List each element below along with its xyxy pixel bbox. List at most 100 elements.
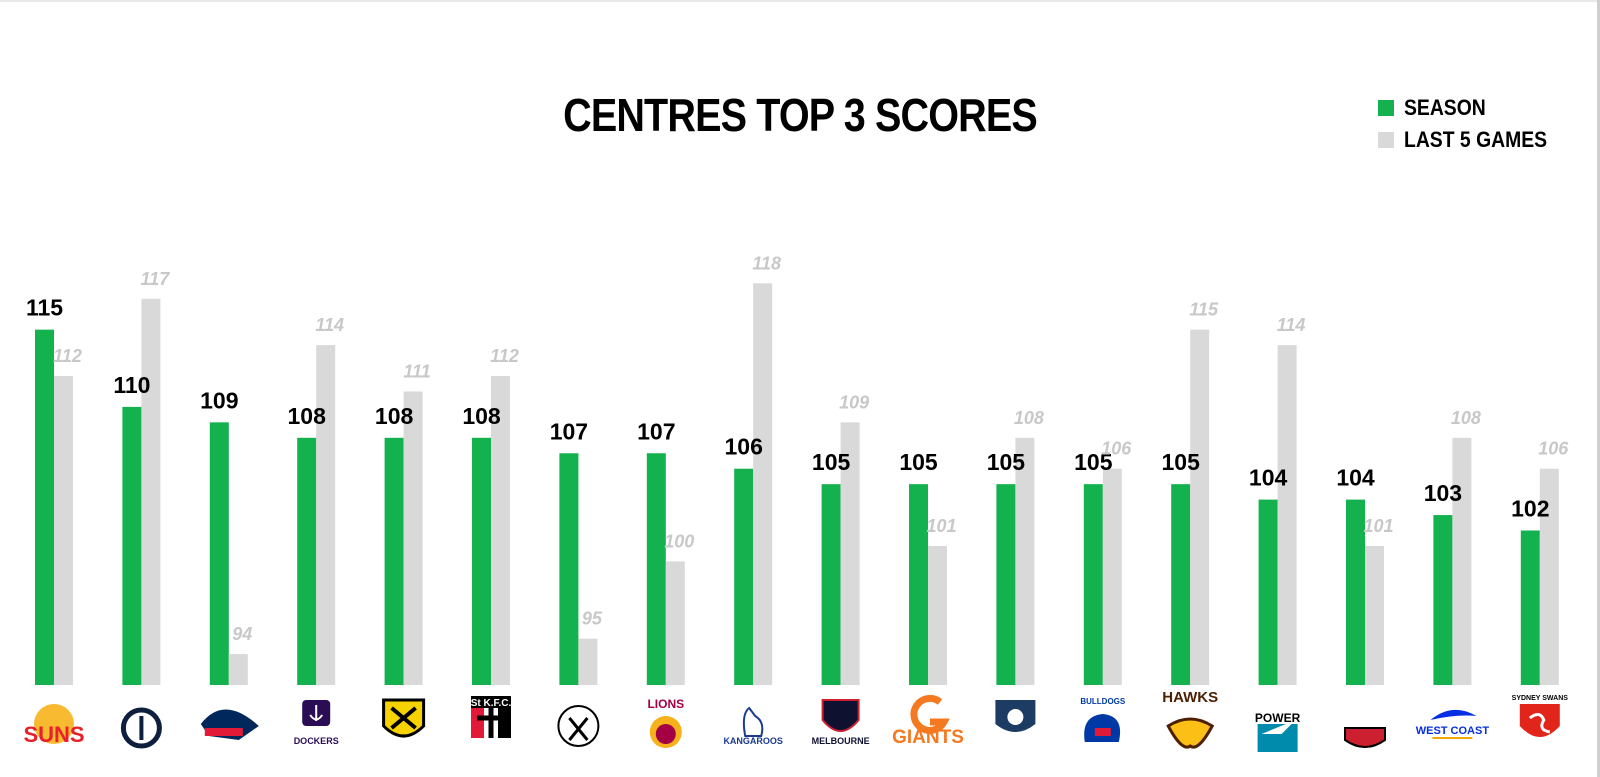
- data-label-season: 108: [375, 403, 414, 429]
- bar-last5: [1539, 468, 1559, 685]
- data-label-last5: 112: [53, 346, 82, 366]
- bar-last5: [753, 283, 773, 685]
- data-label-season: 108: [462, 403, 501, 429]
- data-label-season: 110: [113, 372, 150, 398]
- team-logo-text: SYDNEY SWANS: [1512, 695, 1569, 702]
- data-label-season: 108: [288, 403, 327, 429]
- hawks-bird-shape: [1166, 717, 1215, 749]
- bulldogs-logo: BULLDOGS: [1080, 697, 1126, 742]
- adelaide-band-shape: [204, 728, 243, 736]
- data-label-season: 102: [1511, 496, 1549, 522]
- melbourne-shield-shape: [821, 699, 860, 732]
- legend-label-last-5: LAST 5 GAMES: [1404, 127, 1548, 152]
- bar-last5: [403, 391, 423, 685]
- bar-season: [559, 453, 579, 685]
- collingwood-badge-shape: [557, 705, 600, 747]
- team-logo-text: KANGAROOS: [723, 736, 783, 746]
- data-label-season: 104: [1249, 465, 1288, 491]
- bar-season: [1520, 530, 1540, 685]
- bar-last5: [316, 345, 336, 685]
- bar-season: [821, 484, 841, 685]
- data-label-last5: 111: [403, 361, 430, 381]
- bar-season: [209, 422, 229, 685]
- bar-last5: [491, 376, 510, 685]
- bar-season: [646, 453, 666, 685]
- bar-season: [1083, 484, 1103, 685]
- bar-season: [996, 484, 1016, 685]
- bar-last5: [54, 376, 73, 685]
- bar-season: [1258, 499, 1278, 685]
- lions-face-shape: [655, 724, 676, 744]
- legend: SEASON LAST 5 GAMES: [1378, 92, 1567, 156]
- data-label-season: 107: [637, 418, 675, 444]
- suns-sun-shape: [34, 704, 74, 744]
- bar-season: [297, 437, 317, 685]
- data-label-last5: 114: [1277, 315, 1306, 335]
- swans-swan-shape: [1528, 713, 1551, 734]
- top-border: [0, 0, 1600, 2]
- legend-swatch-last-5: [1378, 132, 1394, 148]
- data-label-season: 103: [1424, 480, 1462, 506]
- hawks-logo: HAWKS: [1162, 689, 1218, 749]
- stkilda-right-shape: [498, 708, 511, 738]
- data-label-last5: 94: [232, 624, 252, 644]
- carlton-c-shape: [120, 707, 162, 749]
- data-label-last5: 106: [1101, 439, 1132, 459]
- adelaide-logo: [200, 709, 259, 740]
- essendon-shield-shape: [1344, 727, 1386, 748]
- carlton-bar-shape: [139, 716, 144, 740]
- bar-season: [35, 329, 54, 685]
- bar-season: [384, 437, 404, 685]
- legend-label-season: SEASON: [1404, 95, 1486, 120]
- power-bolt-shape: [1261, 720, 1296, 734]
- data-label-last5: 95: [582, 609, 603, 629]
- bar-last5: [141, 298, 161, 685]
- data-label-last5: 109: [839, 392, 869, 412]
- bar-last5: [1015, 437, 1035, 685]
- bar-season: [909, 484, 928, 685]
- team-logo-text: BULLDOGS: [1080, 697, 1126, 706]
- team-logo-text: MELBOURNE: [812, 736, 870, 746]
- team-logo-text: DOCKERS: [294, 736, 339, 746]
- data-label-last5: 108: [1451, 408, 1481, 428]
- bar-last5: [1277, 345, 1297, 685]
- data-label-last5: 118: [752, 253, 781, 273]
- right-border: [1597, 0, 1600, 777]
- westcoast-logo: WEST COAST: [1416, 709, 1490, 739]
- stkilda-logo: St K.F.C.: [471, 696, 511, 738]
- team-logo-text: WEST COAST: [1416, 725, 1490, 737]
- bar-season: [122, 406, 142, 685]
- data-label-last5: 106: [1538, 439, 1569, 459]
- swans-shield-shape: [1519, 704, 1560, 737]
- team-logo-text: POWER: [1255, 711, 1301, 725]
- team-logo-text: HAWKS: [1162, 689, 1218, 706]
- bar-last5: [1102, 468, 1122, 685]
- bar-season: [734, 468, 754, 685]
- stkilda-band-shape: [471, 696, 511, 708]
- bar-last5: [228, 654, 248, 685]
- bar-last5: [928, 545, 947, 685]
- team-logo-text: CATS: [1002, 731, 1029, 742]
- data-label-season: 115: [26, 295, 63, 321]
- bar-last5: [1190, 329, 1210, 685]
- team-logo-text: ESSENDON: [1334, 718, 1396, 730]
- data-label-last5: 101: [926, 516, 956, 536]
- giants-logo: GIANTS: [892, 694, 964, 748]
- bar-last5: [840, 422, 860, 685]
- westcoast-eagle-shape: [1430, 709, 1477, 720]
- lions-logo: LIONS: [647, 697, 684, 748]
- data-label-last5: 100: [664, 531, 694, 551]
- team-logo-text: GIANTS: [892, 727, 964, 748]
- data-label-last5: 117: [141, 269, 171, 289]
- essendon-logo: ESSENDON: [1334, 718, 1396, 748]
- data-label-season: 105: [899, 449, 938, 475]
- bulldogs-collar-shape: [1094, 728, 1111, 736]
- data-label-last5: 112: [490, 346, 519, 366]
- bar-season: [1171, 484, 1191, 685]
- team-logo-text: LIONS: [647, 697, 684, 711]
- dockers-anchor-shape: [309, 705, 324, 721]
- kangaroos-roo-shape: [742, 706, 764, 737]
- data-label-season: 105: [1074, 449, 1113, 475]
